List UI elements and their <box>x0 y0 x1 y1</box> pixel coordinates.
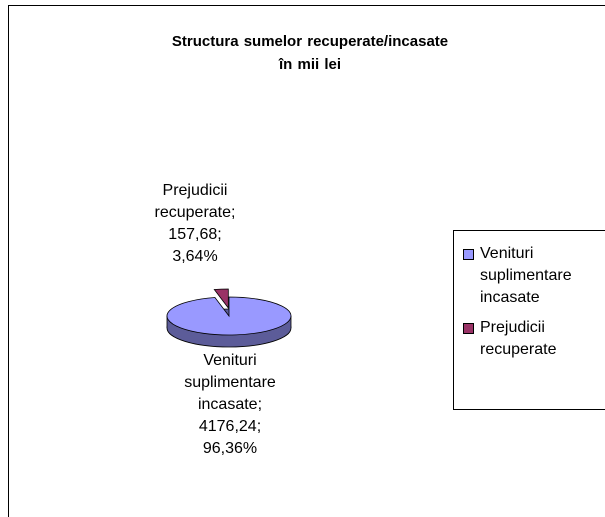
legend-swatch <box>463 323 474 334</box>
legend-item: Venituri suplimentare incasate <box>454 243 600 309</box>
chart-area <box>8 5 605 517</box>
legend-item: Prejudicii recuperate <box>454 317 600 361</box>
legend-label: Venituri suplimentare incasate <box>480 245 572 306</box>
data-label: Prejudicii recuperate; 157,68; 3,64% <box>154 182 236 265</box>
pie-slice <box>166 296 292 336</box>
legend-label: Prejudicii recuperate <box>480 319 557 358</box>
pie-slice <box>213 288 229 310</box>
legend: Venituri suplimentare incasate Prejudicii… <box>453 230 605 410</box>
chart-title: Structura sumelor recuperate/incasate în… <box>171 33 449 73</box>
data-label: Venituri suplimentare incasate; 4176,24;… <box>184 352 276 457</box>
legend-swatch <box>463 249 474 260</box>
